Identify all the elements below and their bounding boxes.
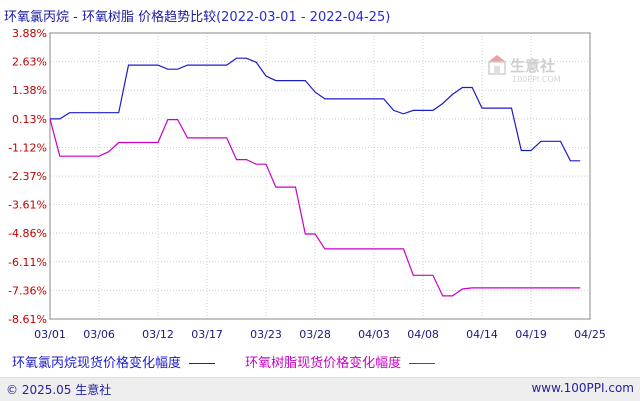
watermark-brand: 生意社 (510, 57, 555, 75)
y-tick-label: -8.61% (8, 313, 47, 326)
y-tick-label: 3.88% (12, 27, 47, 40)
y-tick-label: -7.36% (8, 284, 47, 297)
x-tick-label: 04/08 (407, 328, 439, 341)
x-axis-ticks: 03/01 03/06 03/12 03/17 03/23 03/28 04/03 04/08… (34, 328, 606, 341)
x-tick-label: 03/06 (83, 328, 115, 341)
legend-series-1-label: 环氧氯丙烷现货价格变化幅度 (12, 356, 182, 371)
gridlines (49, 32, 591, 320)
y-tick-label: 2.63% (12, 56, 47, 69)
legend-series-1-swatch (189, 363, 216, 364)
series-line-1 (50, 57, 581, 162)
y-tick-label: -3.61% (8, 199, 47, 212)
y-tick-label: -4.86% (8, 227, 47, 240)
watermark-url: 100PPI.COM (512, 75, 561, 84)
y-tick-label: -2.37% (8, 170, 47, 183)
x-tick-label: 03/12 (142, 328, 174, 341)
x-tick-label: 04/03 (358, 328, 390, 341)
legend-series-2-swatch (409, 363, 436, 364)
legend: 环氧氯丙烷现货价格变化幅度 环氧树脂现货价格变化幅度 (12, 352, 436, 371)
chart-title: 环氧氯丙烷 - 环氧树脂 价格趋势比较(2022-03-01 - 2022-04… (4, 6, 390, 25)
house-logo-icon (488, 55, 506, 75)
chart-title-range: (2022-03-01 - 2022-04-25) (216, 10, 391, 25)
footer-copyright: © 2025.05 生意社 (6, 383, 112, 397)
series-line-2 (49, 118, 581, 297)
x-tick-label: 04/25 (574, 328, 606, 341)
x-tick-label: 03/17 (191, 328, 223, 341)
y-tick-label: -6.11% (8, 256, 47, 269)
chart-title-main: 环氧氯丙烷 - 环氧树脂 价格趋势比较 (4, 10, 217, 25)
x-tick-label: 03/28 (299, 328, 331, 341)
x-tick-label: 03/23 (250, 328, 282, 341)
y-tick-label: -1.12% (8, 141, 47, 154)
footer-bar: © 2025.05 生意社 www.100PPI.com (0, 377, 640, 401)
watermark-logo: 生意社 100PPI.COM (488, 55, 561, 84)
y-tick-label: 0.13% (12, 113, 47, 126)
legend-series-2-label: 环氧树脂现货价格变化幅度 (245, 356, 402, 371)
y-tick-label: 1.38% (12, 84, 47, 97)
y-axis-ticks: 3.88% 2.63% 1.38% 0.13% -1.12% -2.37% -3.61% -4… (8, 27, 47, 326)
footer-site-link[interactable]: www.100PPI.com (531, 381, 634, 395)
series-lines (49, 57, 581, 297)
x-tick-label: 03/01 (34, 328, 66, 341)
x-tick-label: 04/14 (466, 328, 498, 341)
x-tick-label: 04/19 (515, 328, 547, 341)
plot-area (49, 32, 591, 320)
